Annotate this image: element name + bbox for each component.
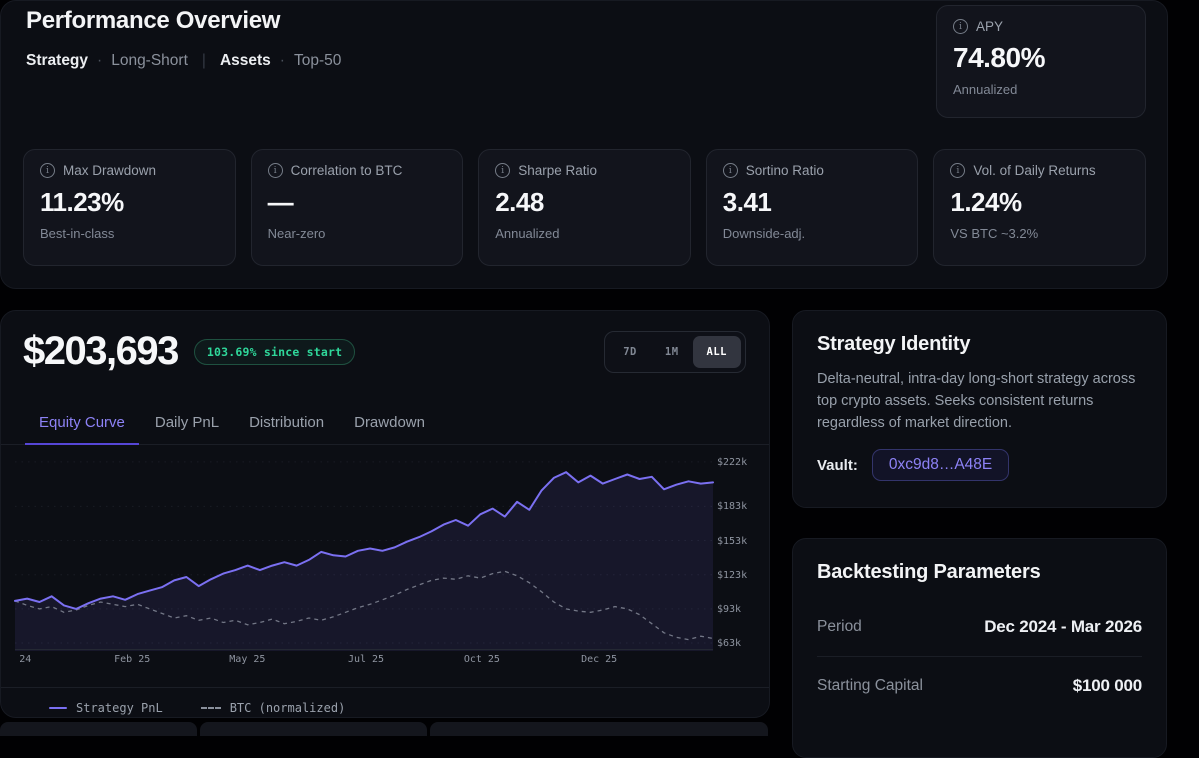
y-axis-tick-label: $93k <box>717 604 741 615</box>
apy-label: APY <box>976 19 1003 34</box>
backtest-title: Backtesting Parameters <box>817 561 1142 584</box>
metric-sub: Annualized <box>495 226 674 241</box>
metric-value: 1.24% <box>950 187 1129 218</box>
row-label: Starting Capital <box>817 677 923 695</box>
range-button-1m[interactable]: 1M <box>651 336 693 368</box>
row-label: Period <box>817 618 862 636</box>
metric-card-sharpe: i Sharpe Ratio 2.48 Annualized <box>478 149 691 266</box>
strategy-breadcrumb: Strategy · Long-Short | Assets · Top-50 <box>26 52 341 70</box>
since-start-badge: 103.69% since start <box>194 339 355 365</box>
dashed-line-swatch-icon <box>201 707 221 709</box>
tab-distribution[interactable]: Distribution <box>235 404 338 444</box>
info-icon[interactable]: i <box>268 163 283 178</box>
metric-label: Vol. of Daily Returns <box>973 163 1095 178</box>
info-icon[interactable]: i <box>40 163 55 178</box>
metric-card-volatility: i Vol. of Daily Returns 1.24% VS BTC ~3.… <box>933 149 1146 266</box>
strategy-value: Long-Short <box>111 52 188 70</box>
metric-value: 11.23% <box>40 187 219 218</box>
bottom-stat-tile <box>430 722 768 736</box>
backtest-row-period: Period Dec 2024 - Mar 2026 <box>817 598 1142 657</box>
chart-legend: Strategy PnL BTC (normalized) <box>49 695 345 721</box>
y-axis-tick-label: $222k <box>717 457 747 468</box>
equity-area-fill <box>15 472 713 651</box>
y-axis-tick-label: $183k <box>717 501 747 512</box>
metric-label: Sortino Ratio <box>746 163 824 178</box>
vault-label: Vault: <box>817 457 858 474</box>
backtesting-parameters-card: Backtesting Parameters Period Dec 2024 -… <box>792 538 1167 758</box>
legend-divider <box>1 687 769 688</box>
tab-equity-curve[interactable]: Equity Curve <box>25 404 139 444</box>
backtest-row-starting-capital: Starting Capital $100 000 <box>817 657 1142 715</box>
metric-card-correlation: i Correlation to BTC — Near-zero <box>251 149 464 266</box>
apy-sub: Annualized <box>953 82 1129 97</box>
bottom-stat-tile <box>200 722 427 736</box>
assets-label: Assets <box>220 52 271 70</box>
bottom-stat-tile <box>0 722 197 736</box>
metrics-row: i Max Drawdown 11.23% Best-in-class i Co… <box>23 149 1146 266</box>
x-axis-tick-label: Oct 25 <box>464 654 500 665</box>
info-icon[interactable]: i <box>953 19 968 34</box>
x-axis-tick-label: 24 <box>19 654 31 665</box>
x-axis-tick-label: Dec 25 <box>581 654 617 665</box>
dot-separator: · <box>280 52 285 70</box>
vault-address-button[interactable]: 0xc9d8…A48E <box>872 449 1009 481</box>
metric-sub: VS BTC ~3.2% <box>950 226 1129 241</box>
tab-drawdown[interactable]: Drawdown <box>340 404 439 444</box>
row-value: Dec 2024 - Mar 2026 <box>984 617 1142 637</box>
chart-tabs: Equity Curve Daily PnL Distribution Draw… <box>1 404 769 445</box>
metric-sub: Near-zero <box>268 226 447 241</box>
y-axis-tick-label: $153k <box>717 536 747 547</box>
page-title: Performance Overview <box>26 7 280 35</box>
row-value: $100 000 <box>1073 676 1142 696</box>
portfolio-value: $203,693 <box>23 329 178 374</box>
equity-chart-card: $203,693 103.69% since start 7D 1M ALL E… <box>0 310 770 718</box>
apy-value: 74.80% <box>953 42 1129 74</box>
x-axis-tick-label: May 25 <box>229 654 265 665</box>
metric-value: 3.41 <box>723 187 902 218</box>
y-axis-tick-label: $123k <box>717 570 747 581</box>
y-axis-tick-label: $63k <box>717 638 741 649</box>
identity-title: Strategy Identity <box>817 333 1142 356</box>
metric-label: Correlation to BTC <box>291 163 403 178</box>
apy-card: i APY 74.80% Annualized <box>936 5 1146 118</box>
metric-sub: Best-in-class <box>40 226 219 241</box>
equity-curve-plot[interactable] <box>15 446 713 651</box>
metric-label: Sharpe Ratio <box>518 163 597 178</box>
range-button-7d[interactable]: 7D <box>609 336 651 368</box>
legend-label: Strategy PnL <box>76 701 163 715</box>
legend-item-strategy: Strategy PnL <box>49 701 163 715</box>
metric-value: 2.48 <box>495 187 674 218</box>
solid-line-swatch-icon <box>49 707 67 709</box>
metric-card-sortino: i Sortino Ratio 3.41 Downside-adj. <box>706 149 919 266</box>
info-icon[interactable]: i <box>950 163 965 178</box>
dot-separator: · <box>97 52 102 70</box>
performance-overview-card: Performance Overview Strategy · Long-Sho… <box>0 0 1168 289</box>
tab-daily-pnl[interactable]: Daily PnL <box>141 404 233 444</box>
strategy-identity-card: Strategy Identity Delta-neutral, intra-d… <box>792 310 1167 508</box>
metric-sub: Downside-adj. <box>723 226 902 241</box>
legend-label: BTC (normalized) <box>230 701 346 715</box>
metric-card-max-drawdown: i Max Drawdown 11.23% Best-in-class <box>23 149 236 266</box>
legend-item-btc: BTC (normalized) <box>201 701 346 715</box>
equity-chart: $222k $183k $153k $123k $93k $63k 24 Feb 25 May… <box>1 446 771 674</box>
time-range-selector: 7D 1M ALL <box>604 331 746 373</box>
metric-label: Max Drawdown <box>63 163 156 178</box>
pipe-separator: | <box>197 52 211 70</box>
range-button-all[interactable]: ALL <box>693 336 741 368</box>
x-axis-tick-label: Jul 25 <box>348 654 384 665</box>
metric-value: — <box>268 187 447 218</box>
info-icon[interactable]: i <box>495 163 510 178</box>
x-axis-line <box>15 649 713 650</box>
info-icon[interactable]: i <box>723 163 738 178</box>
strategy-label: Strategy <box>26 52 88 70</box>
x-axis-tick-label: Feb 25 <box>114 654 150 665</box>
assets-value: Top-50 <box>294 52 341 70</box>
identity-description: Delta-neutral, intra-day long-short stra… <box>817 369 1142 434</box>
